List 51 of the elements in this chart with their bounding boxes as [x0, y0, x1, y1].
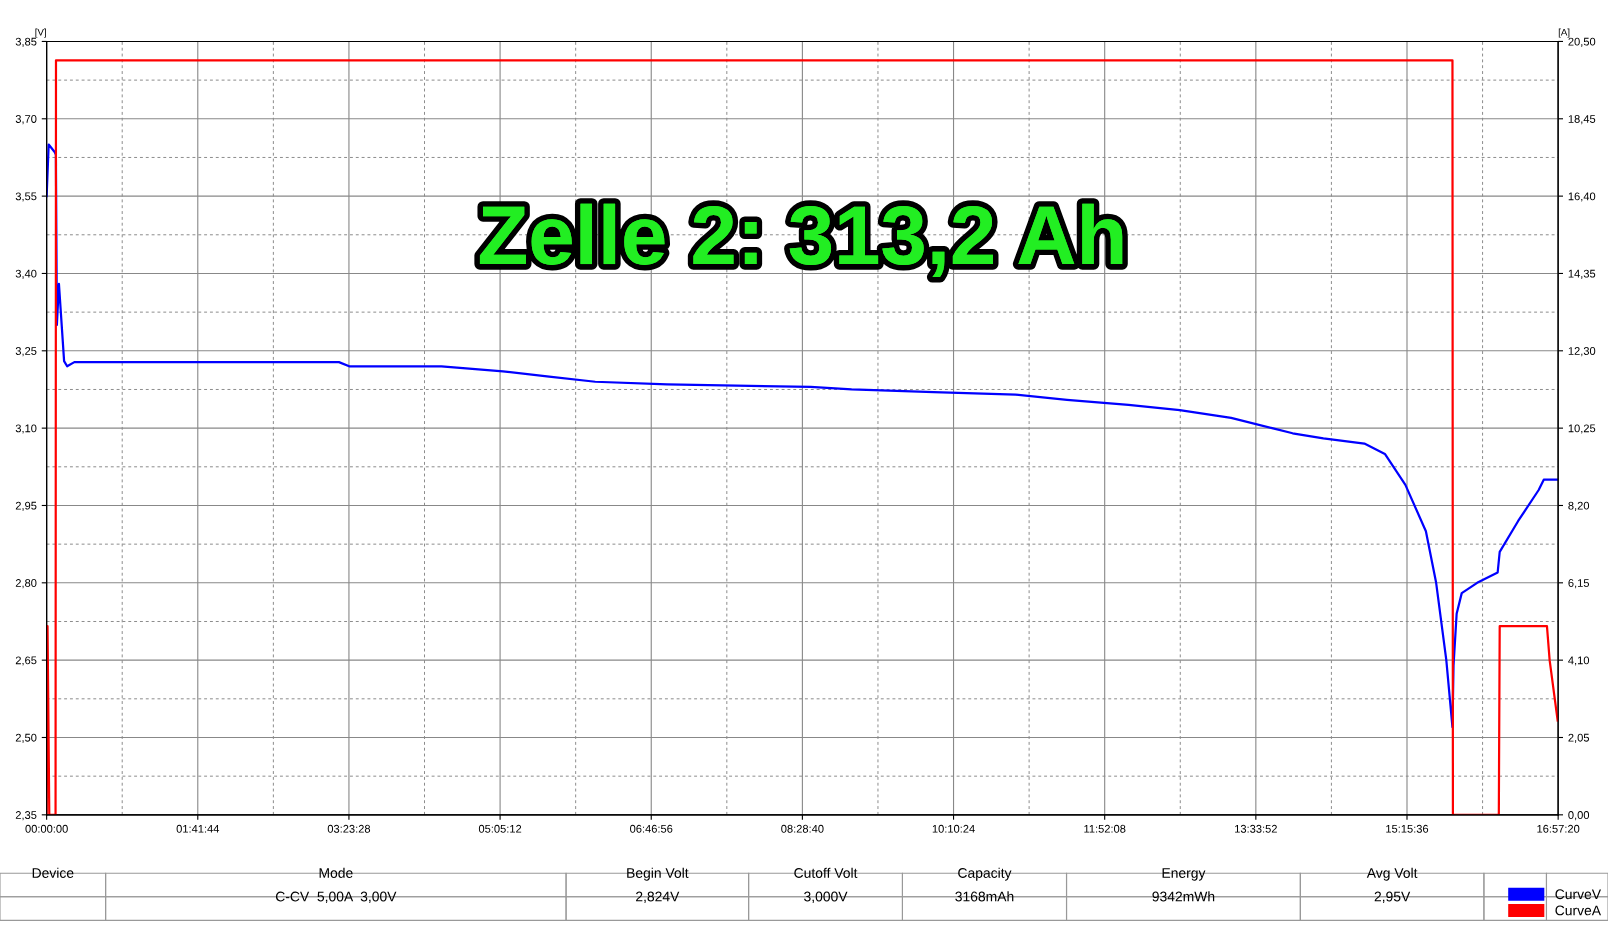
y2-tick-label: 10,25 — [1568, 424, 1596, 434]
y-tick-label: 3,25 — [15, 347, 37, 357]
y-tick-label: 2,95 — [15, 501, 37, 511]
y2-tick-label: 0,00 — [1568, 811, 1590, 821]
x-tick-label: 15:15:36 — [1386, 824, 1429, 833]
y-tick-label: 2,50 — [15, 733, 37, 743]
text: C-CV 5,00A 3,00V — [275, 891, 397, 904]
text: 3,000V — [804, 891, 848, 904]
y2-tick-label: 16,40 — [1568, 192, 1596, 202]
x-tick-label: 16:57:20 — [1537, 824, 1580, 833]
y-tick-label: 3,55 — [15, 192, 37, 202]
text: 2,95V — [1374, 891, 1411, 904]
text: Mode — [319, 867, 353, 878]
legend-label: CurveA — [1555, 905, 1602, 916]
y2-tick-label: 18,45 — [1568, 115, 1596, 125]
x-tick-label: 08:28:40 — [781, 824, 824, 833]
text: 2,824V — [636, 891, 680, 904]
y2-tick-label: 2,05 — [1568, 733, 1590, 743]
y-tick-label: 3,85 — [15, 37, 37, 47]
legend-label: CurveV — [1555, 889, 1601, 900]
x-tick-label: 05:05:12 — [478, 824, 522, 833]
y2-tick-label: 8,20 — [1568, 501, 1590, 511]
x-tick-label: 01:41:44 — [176, 824, 220, 833]
y-tick-label: 3,70 — [15, 115, 37, 125]
x-tick-label: 11:52:08 — [1084, 824, 1126, 833]
y-axis-title: [V] — [35, 28, 46, 38]
y-tick-label: 2,80 — [15, 579, 37, 589]
text: 3168mAh — [955, 891, 1014, 902]
y-tick-label: 2,65 — [15, 656, 37, 666]
y2-axis-title: [A] — [1558, 28, 1570, 38]
y2-tick-label: 12,30 — [1568, 347, 1596, 357]
x-tick-label: 06:46:56 — [630, 824, 673, 833]
text: Cutoff Volt — [794, 867, 858, 878]
y2-tick-label: 6,15 — [1568, 579, 1590, 589]
y2-tick-label: 20,50 — [1568, 37, 1596, 47]
text: Energy — [1162, 868, 1206, 881]
line-series — [46, 143, 1559, 729]
x-tick-label: 10:10:24 — [932, 824, 975, 833]
text: 9342mWh — [1152, 891, 1215, 902]
x-tick-label: 03:23:28 — [327, 824, 371, 833]
text: Begin Volt — [627, 867, 689, 881]
y-tick-label: 3,40 — [15, 269, 37, 279]
y2-tick-label: 14,35 — [1568, 269, 1596, 279]
text: Avg Volt — [1366, 867, 1418, 881]
y2-tick-label: 4,10 — [1568, 656, 1590, 666]
text: Capacity — [958, 867, 1012, 881]
x-tick-label: 00:00:00 — [25, 824, 68, 833]
y-tick-label: 2,35 — [15, 811, 37, 821]
x-tick-label: 13:33:52 — [1235, 824, 1277, 833]
y-tick-label: 3,10 — [15, 424, 37, 434]
text: Device — [32, 867, 74, 878]
